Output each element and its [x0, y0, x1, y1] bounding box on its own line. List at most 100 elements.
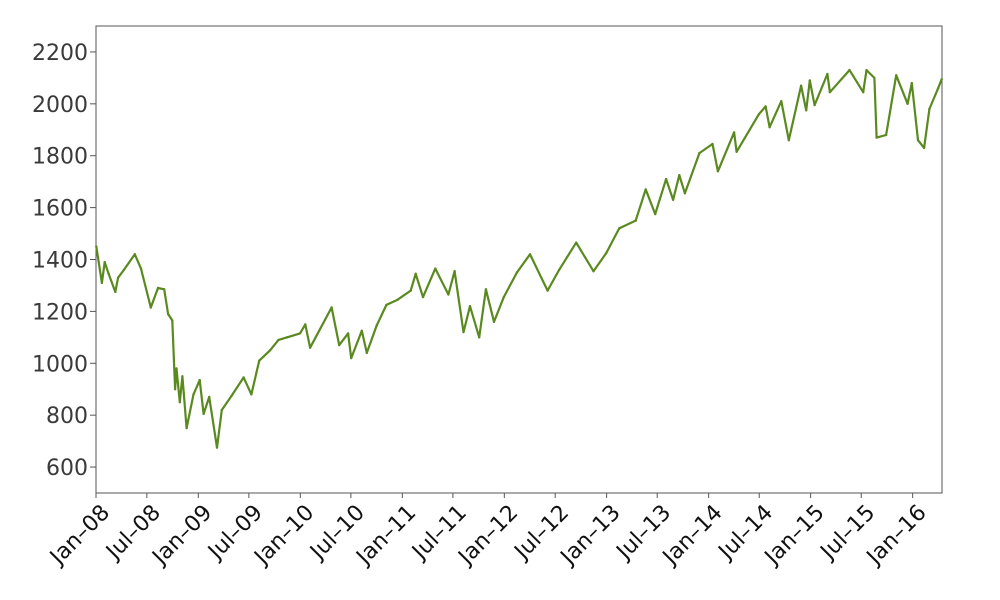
- data-point: [175, 367, 178, 370]
- data-point: [139, 267, 143, 270]
- data-point: [304, 323, 307, 326]
- data-point: [862, 91, 865, 94]
- data-point: [618, 227, 621, 230]
- data-point: [250, 393, 253, 396]
- x-tick-label: Jan–08: [44, 500, 115, 571]
- data-point: [421, 295, 425, 299]
- data-point: [557, 268, 561, 272]
- data-point: [910, 81, 913, 85]
- data-point: [122, 268, 126, 272]
- data-point: [220, 408, 223, 412]
- data-point: [906, 102, 909, 106]
- data-point: [922, 146, 926, 150]
- data-point: [780, 100, 783, 103]
- data-point: [605, 251, 608, 255]
- data-point: [346, 332, 350, 335]
- data-point: [114, 290, 117, 294]
- data-point: [592, 270, 595, 273]
- x-axis: Jan–08Jul–08Jan–09Jul–09Jan–10Jul–10Jan–…: [44, 493, 932, 571]
- data-point: [654, 212, 657, 216]
- data-point: [447, 293, 450, 296]
- data-point: [242, 376, 245, 379]
- data-point: [716, 170, 720, 173]
- data-point: [103, 260, 106, 264]
- data-point: [502, 295, 505, 299]
- data-point: [258, 359, 261, 362]
- y-tick-label: 1600: [32, 197, 88, 222]
- data-point: [671, 198, 675, 201]
- data-point: [787, 139, 790, 142]
- data-point: [735, 150, 738, 153]
- y-tick-label: 1200: [32, 300, 88, 325]
- data-point: [884, 133, 888, 137]
- data-point: [826, 72, 829, 76]
- data-point: [528, 253, 532, 256]
- data-point: [414, 272, 417, 275]
- data-point: [308, 346, 312, 349]
- data-point: [385, 303, 388, 307]
- data-point: [107, 272, 110, 275]
- data-point: [178, 401, 181, 404]
- y-tick-label: 1800: [32, 145, 88, 170]
- data-point: [698, 151, 701, 155]
- y-tick-label: 1400: [32, 249, 88, 274]
- data-point: [664, 177, 668, 181]
- data-point: [202, 412, 205, 416]
- data-point: [171, 319, 174, 322]
- data-point: [350, 356, 353, 360]
- data-point: [492, 320, 496, 323]
- data-point: [916, 139, 920, 142]
- y-tick-label: 2000: [32, 93, 88, 118]
- data-point: [286, 336, 289, 339]
- data-point: [828, 91, 832, 94]
- data-point: [468, 305, 472, 308]
- data-point: [453, 270, 456, 273]
- data-point: [462, 330, 465, 334]
- y-tick-label: 800: [46, 404, 88, 429]
- data-point: [732, 131, 736, 134]
- data-point: [365, 351, 368, 355]
- data-point: [100, 281, 104, 285]
- series-layer: [95, 68, 943, 449]
- series-line: [95, 69, 943, 449]
- data-point: [181, 375, 184, 378]
- data-point: [409, 289, 412, 292]
- data-point: [116, 276, 120, 279]
- data-point: [478, 336, 481, 339]
- data-point: [484, 288, 488, 291]
- data-point: [338, 343, 341, 347]
- data-point: [95, 245, 98, 248]
- data-point: [634, 219, 637, 222]
- data-point: [936, 87, 940, 90]
- data-point: [757, 113, 761, 116]
- data-point: [208, 395, 211, 399]
- data-point: [865, 68, 868, 72]
- data-point: [813, 103, 816, 107]
- data-point: [215, 446, 219, 449]
- data-point: [768, 126, 771, 129]
- data-point: [277, 338, 280, 342]
- data-point: [678, 174, 681, 177]
- data-point: [683, 192, 687, 195]
- data-point: [808, 79, 811, 82]
- data-point: [873, 76, 876, 80]
- y-tick-label: 1000: [32, 352, 88, 377]
- data-point: [644, 188, 647, 191]
- data-point: [799, 84, 803, 87]
- data-point: [330, 306, 333, 309]
- data-point: [360, 329, 363, 332]
- data-point: [375, 324, 378, 327]
- data-point: [805, 109, 808, 112]
- data-point: [133, 253, 136, 256]
- data-point: [298, 332, 302, 335]
- data-point: [396, 298, 399, 301]
- data-point: [434, 267, 437, 270]
- data-point: [711, 142, 714, 146]
- data-point: [928, 107, 931, 111]
- y-tick-label: 2200: [32, 41, 88, 66]
- data-point: [166, 312, 170, 316]
- data-point: [940, 78, 943, 81]
- y-tick-label: 600: [46, 456, 88, 481]
- data-point: [764, 105, 767, 108]
